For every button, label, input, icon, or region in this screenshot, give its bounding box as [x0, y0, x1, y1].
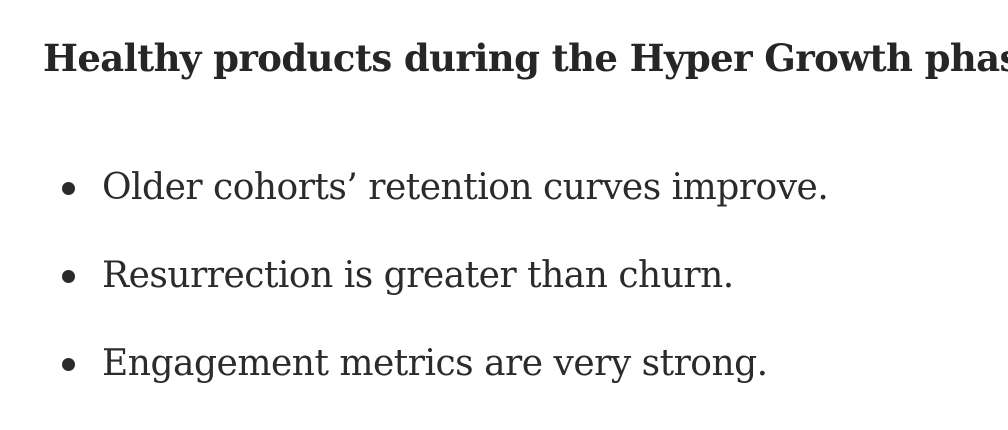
section-heading: Healthy products during the Hyper Growth… — [43, 36, 1008, 80]
bullet-text: Engagement metrics are very strong. — [102, 343, 768, 384]
bullet-dot-icon — [62, 270, 75, 283]
bullet-text: Resurrection is greater than churn. — [102, 255, 734, 296]
bullet-dot-icon — [62, 182, 75, 195]
bullet-dot-icon — [62, 358, 75, 371]
bullet-text: Older cohorts’ retention curves improve. — [102, 167, 829, 208]
